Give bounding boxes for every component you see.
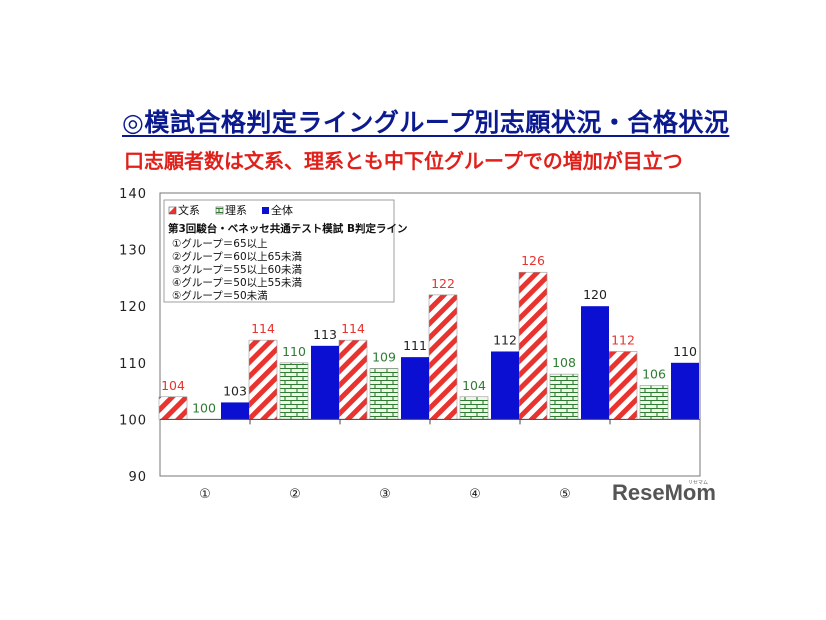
- x-category-label: ③: [379, 487, 391, 502]
- data-label-理系: 108: [552, 355, 576, 370]
- data-label-全体: 111: [403, 338, 427, 353]
- legend: 文系 理系 全体 第3回駿台・ベネッセ共通テスト模試 B判定ライン ①グループ＝…: [163, 199, 407, 303]
- data-label-文系: 114: [341, 321, 365, 336]
- data-label-理系: 100: [192, 400, 216, 415]
- bar-理系-6: [639, 385, 669, 420]
- data-label-文系: 104: [161, 378, 185, 393]
- note-line-1: ①グループ＝65以上: [172, 237, 268, 250]
- page-title: ◎模試合格判定ライングループ別志願状況・合格状況: [122, 108, 730, 137]
- data-label-全体: 103: [223, 383, 247, 398]
- watermark-tagline: リセマム: [688, 480, 708, 486]
- bar-理系-2: [279, 362, 309, 420]
- note-line-2: ②グループ＝60以上65未満: [172, 250, 303, 263]
- x-category-label: ②: [289, 487, 301, 502]
- data-label-全体: 110: [673, 344, 697, 359]
- data-label-文系: 122: [431, 276, 455, 291]
- bar-文系-1: [158, 396, 188, 420]
- note-title: 第3回駿台・ベネッセ共通テスト模試 B判定ライン: [168, 222, 407, 235]
- bar-理系-3: [369, 368, 399, 420]
- watermark-logo: ReseMom: [612, 480, 716, 505]
- legend-label-文系: 文系: [178, 203, 200, 217]
- bar-理系-4: [459, 396, 489, 420]
- legend-label-理系: 理系: [225, 204, 247, 217]
- bar-全体-1: [221, 402, 249, 420]
- x-category-label: ⑤: [559, 487, 571, 502]
- bar-全体-5: [581, 306, 609, 420]
- bar-理系-5: [549, 373, 579, 420]
- y-axis-ticks: 90 100 110 120 130 140: [119, 187, 147, 485]
- data-label-理系: 104: [462, 378, 486, 393]
- bars: 104 114 114 122 126 112 100 110 109 104 108 106 103 1…: [158, 253, 699, 420]
- data-label-理系: 109: [372, 349, 396, 364]
- bar-全体-4: [491, 351, 519, 420]
- x-category-label: ①: [199, 487, 211, 502]
- note-line-3: ③グループ＝55以上60未満: [172, 263, 303, 276]
- legend-label-全体: 全体: [271, 203, 293, 217]
- resemom-watermark: ReseMom リセマム: [612, 480, 716, 505]
- bar-文系-3: [338, 339, 368, 420]
- data-label-全体: 113: [313, 327, 337, 342]
- legend-swatch-文系: [168, 206, 177, 215]
- bar-文系-5: [518, 271, 548, 420]
- y-tick-label: 90: [128, 470, 147, 485]
- data-label-全体: 112: [493, 332, 517, 347]
- note-line-5: ⑤グループ＝50未満: [172, 289, 268, 302]
- bar-文系-2: [248, 339, 278, 420]
- legend-swatch-理系: [215, 206, 224, 215]
- data-label-理系: 110: [282, 344, 306, 359]
- bar-文系-6: [608, 351, 638, 420]
- bar-文系-4: [428, 294, 458, 420]
- y-tick-label: 120: [119, 300, 147, 315]
- page-subtitle: 口志願者数は文系、理系とも中下位グループでの増加が目立つ: [124, 149, 683, 173]
- y-tick-label: 130: [119, 244, 147, 259]
- legend-box: [163, 199, 395, 303]
- data-label-文系: 114: [251, 321, 275, 336]
- y-tick-label: 140: [119, 187, 147, 202]
- bar-全体-6: [671, 362, 699, 420]
- data-label-文系: 112: [611, 332, 635, 347]
- y-tick-label: 100: [119, 413, 147, 428]
- gridlines: [249, 419, 611, 425]
- data-label-文系: 126: [521, 253, 545, 268]
- data-label-理系: 106: [642, 366, 666, 381]
- legend-swatch-全体: [262, 207, 269, 214]
- note-line-4: ④グループ＝50以上55未満: [172, 276, 303, 289]
- x-category-label: ④: [469, 487, 481, 502]
- data-label-全体: 120: [583, 287, 607, 302]
- x-axis-categories: ① ② ③ ④ ⑤: [199, 487, 571, 502]
- y-tick-label: 110: [119, 357, 147, 372]
- bar-全体-3: [401, 357, 429, 420]
- bar-全体-2: [311, 345, 339, 420]
